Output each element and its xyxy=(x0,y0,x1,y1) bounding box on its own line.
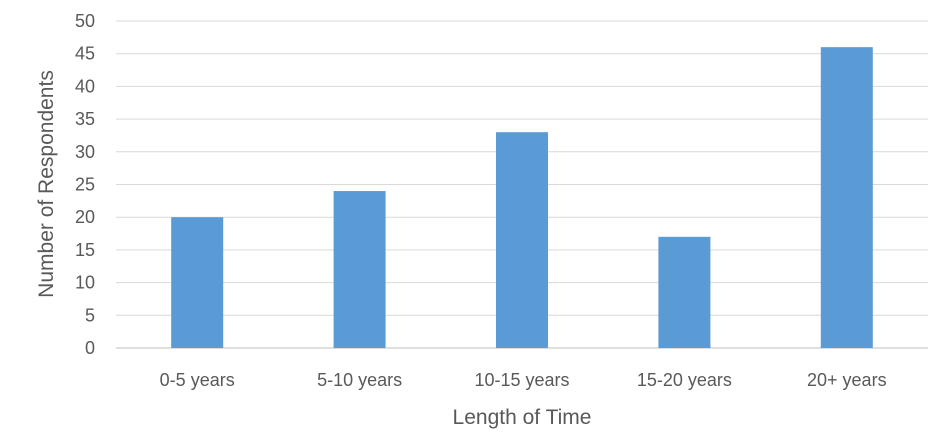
bar xyxy=(658,236,711,348)
x-axis-title: Length of Time xyxy=(453,406,592,429)
y-tick-label: 5 xyxy=(85,305,95,325)
y-axis-title: Number of Respondents xyxy=(35,70,58,298)
y-tick-label: 30 xyxy=(75,142,95,162)
y-tick-label: 10 xyxy=(75,273,95,293)
y-tick-label: 0 xyxy=(85,338,95,358)
y-tick-label: 40 xyxy=(75,76,95,96)
y-tick-label: 25 xyxy=(75,175,95,195)
y-tick-label: 50 xyxy=(75,11,95,31)
bar xyxy=(820,47,873,348)
x-tick-label: 15-20 years xyxy=(637,370,732,390)
x-tick-label: 0-5 years xyxy=(160,370,235,390)
x-tick-label: 10-15 years xyxy=(474,370,569,390)
bars xyxy=(171,47,873,348)
y-axis-ticks: 0 5 10 15 20 25 30 35 40 45 50 xyxy=(75,11,95,358)
bar xyxy=(496,132,548,348)
x-tick-label: 20+ years xyxy=(807,370,887,390)
y-tick-label: 45 xyxy=(75,44,95,64)
bar xyxy=(333,191,386,348)
y-tick-label: 15 xyxy=(75,240,95,260)
bar xyxy=(171,217,224,348)
y-tick-label: 20 xyxy=(75,207,95,227)
y-tick-label: 35 xyxy=(75,109,95,129)
x-axis-ticks: 0-5 years 5-10 years 10-15 years 15-20 year… xyxy=(160,370,887,390)
x-tick-label: 5-10 years xyxy=(317,370,402,390)
